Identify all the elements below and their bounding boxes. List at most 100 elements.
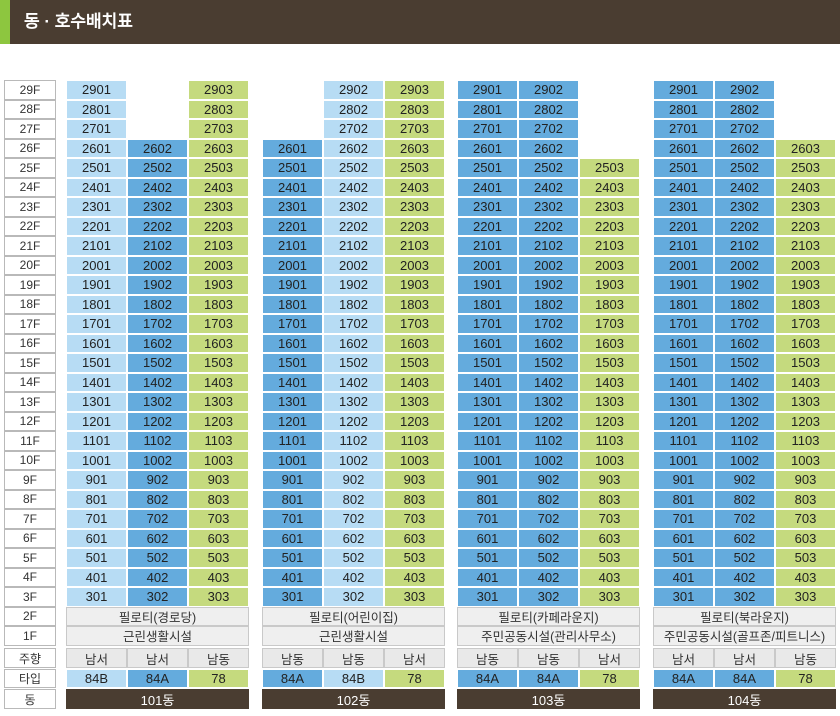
unit-cell: 502 (127, 548, 188, 568)
unit-cell: 1003 (579, 450, 640, 470)
floor-label: 5F (4, 548, 56, 568)
unit-cell: 2402 (323, 177, 384, 197)
unit-cell: 803 (775, 489, 836, 509)
unit-cell: 1203 (188, 411, 249, 431)
unit-cell: 2302 (518, 197, 579, 217)
unit-cell: 701 (262, 509, 323, 529)
unit-cell: 2403 (188, 177, 249, 197)
unit-cell: 1302 (518, 392, 579, 412)
unit-cell: 801 (66, 489, 127, 509)
unit-cell: 702 (714, 509, 775, 529)
unit-cell: 2101 (66, 236, 127, 256)
unit-cell: 902 (323, 470, 384, 490)
unit-cell: 2002 (518, 255, 579, 275)
unit-cell: 2501 (653, 158, 714, 178)
unit-cell: 2203 (775, 216, 836, 236)
unit-cell: 1501 (66, 353, 127, 373)
floor-label: 1F (4, 626, 56, 646)
unit-cell: 1602 (518, 333, 579, 353)
unit-cell: 903 (775, 470, 836, 490)
unit-cell: 2801 (66, 99, 127, 119)
unit-cell: 1003 (188, 450, 249, 470)
unit-cell: 2902 (714, 80, 775, 100)
unit-cell: 1201 (66, 411, 127, 431)
unit-cell: 2903 (384, 80, 445, 100)
unit-cell: 602 (323, 528, 384, 548)
type-cell: 84A (262, 669, 323, 688)
unit-cell: 1903 (188, 275, 249, 295)
unit-cell: 1102 (518, 431, 579, 451)
unit-cell: 1301 (66, 392, 127, 412)
unit-cell: 1401 (653, 372, 714, 392)
unit-cell: 302 (714, 587, 775, 607)
unit-cell: 303 (579, 587, 640, 607)
unit-cell: 1303 (579, 392, 640, 412)
unit-cell: 2103 (775, 236, 836, 256)
unit-cell: 1703 (579, 314, 640, 334)
floor-label: 3F (4, 587, 56, 607)
unit-cell: 2201 (66, 216, 127, 236)
direction-cell: 남동 (262, 648, 323, 668)
unit-cell: 1803 (775, 294, 836, 314)
unit-cell: 503 (188, 548, 249, 568)
unit-cell: 1101 (653, 431, 714, 451)
direction-cell: 남동 (457, 648, 518, 668)
direction-cell: 남동 (775, 648, 836, 668)
unit-cell: 2303 (188, 197, 249, 217)
unit-cell: 402 (323, 567, 384, 587)
unit-cell: 1803 (188, 294, 249, 314)
unit-cell: 2803 (384, 99, 445, 119)
unit-cell: 2302 (323, 197, 384, 217)
unit-cell: 1001 (457, 450, 518, 470)
unit-cell: 1202 (518, 411, 579, 431)
unit-cell: 1101 (66, 431, 127, 451)
unit-cell: 1503 (579, 353, 640, 373)
unit-cell: 903 (384, 470, 445, 490)
floor-label: 6F (4, 528, 56, 548)
unit-cell: 1802 (714, 294, 775, 314)
unit-cell: 502 (518, 548, 579, 568)
unit-cell: 1203 (384, 411, 445, 431)
unit-cell: 2203 (384, 216, 445, 236)
unit-cell: 2901 (66, 80, 127, 100)
unit-cell: 2603 (384, 138, 445, 158)
unit-cell: 802 (518, 489, 579, 509)
unit-cell: 1303 (384, 392, 445, 412)
unit-cell: 2002 (127, 255, 188, 275)
unit-cell: 2203 (579, 216, 640, 236)
unit-cell: 1403 (384, 372, 445, 392)
unit-cell: 1802 (127, 294, 188, 314)
unit-cell: 1901 (457, 275, 518, 295)
unit-cell: 2503 (775, 158, 836, 178)
floor-label: 2F (4, 606, 56, 626)
type-cell: 84A (518, 669, 579, 688)
unit-cell: 2002 (323, 255, 384, 275)
unit-cell: 1202 (323, 411, 384, 431)
unit-cell: 2202 (518, 216, 579, 236)
unit-cell: 1801 (66, 294, 127, 314)
unit-cell: 2801 (653, 99, 714, 119)
unit-cell: 2403 (384, 177, 445, 197)
unit-cell: 1102 (127, 431, 188, 451)
type-cell: 78 (188, 669, 249, 688)
floor-label: 25F (4, 158, 56, 178)
title-bar: 동 · 호수배치표 (0, 0, 840, 44)
unit-cell: 2101 (457, 236, 518, 256)
unit-cell: 501 (66, 548, 127, 568)
unit-cell: 2901 (653, 80, 714, 100)
type-cell: 84B (323, 669, 384, 688)
floor-label: 8F (4, 489, 56, 509)
unit-cell: 2202 (127, 216, 188, 236)
floor-label: 28F (4, 99, 56, 119)
unit-cell: 2102 (127, 236, 188, 256)
unit-cell: 2403 (579, 177, 640, 197)
unit-cell: 1301 (653, 392, 714, 412)
unit-cell: 1501 (653, 353, 714, 373)
unit-cell: 2902 (518, 80, 579, 100)
unit-cell: 1702 (323, 314, 384, 334)
unit-cell: 903 (188, 470, 249, 490)
unit-cell: 1301 (457, 392, 518, 412)
unit-cell: 1403 (775, 372, 836, 392)
unit-cell: 1303 (775, 392, 836, 412)
pilotis-cell: 필로티(경로당) (66, 606, 249, 626)
